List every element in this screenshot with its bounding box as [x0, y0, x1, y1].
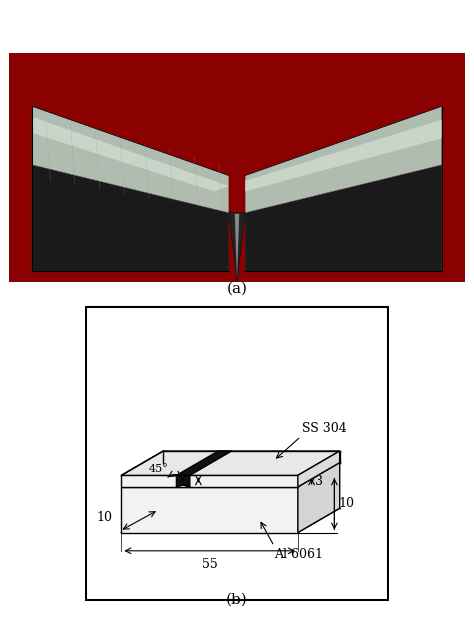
- Polygon shape: [121, 476, 298, 487]
- Polygon shape: [245, 120, 442, 191]
- Text: 10: 10: [338, 498, 354, 510]
- Bar: [9, 53, 465, 282]
- Text: SS 304: SS 304: [302, 422, 347, 435]
- Polygon shape: [245, 107, 442, 213]
- Polygon shape: [32, 107, 229, 213]
- Polygon shape: [176, 451, 232, 476]
- Polygon shape: [245, 165, 442, 271]
- Polygon shape: [229, 213, 245, 282]
- Text: 45°: 45°: [148, 463, 168, 474]
- Polygon shape: [121, 487, 298, 533]
- Polygon shape: [298, 451, 340, 487]
- Text: 10: 10: [97, 511, 113, 524]
- Polygon shape: [32, 165, 229, 271]
- Polygon shape: [176, 476, 190, 487]
- Text: 3: 3: [315, 475, 323, 488]
- Polygon shape: [32, 117, 229, 191]
- Text: (b): (b): [226, 593, 248, 607]
- Text: 2: 2: [203, 470, 211, 484]
- Polygon shape: [235, 214, 239, 280]
- Polygon shape: [121, 463, 340, 487]
- Text: Al 6061: Al 6061: [274, 548, 323, 561]
- Polygon shape: [298, 463, 340, 533]
- Text: 55: 55: [202, 557, 218, 571]
- Polygon shape: [121, 451, 340, 476]
- Text: (a): (a): [227, 281, 247, 295]
